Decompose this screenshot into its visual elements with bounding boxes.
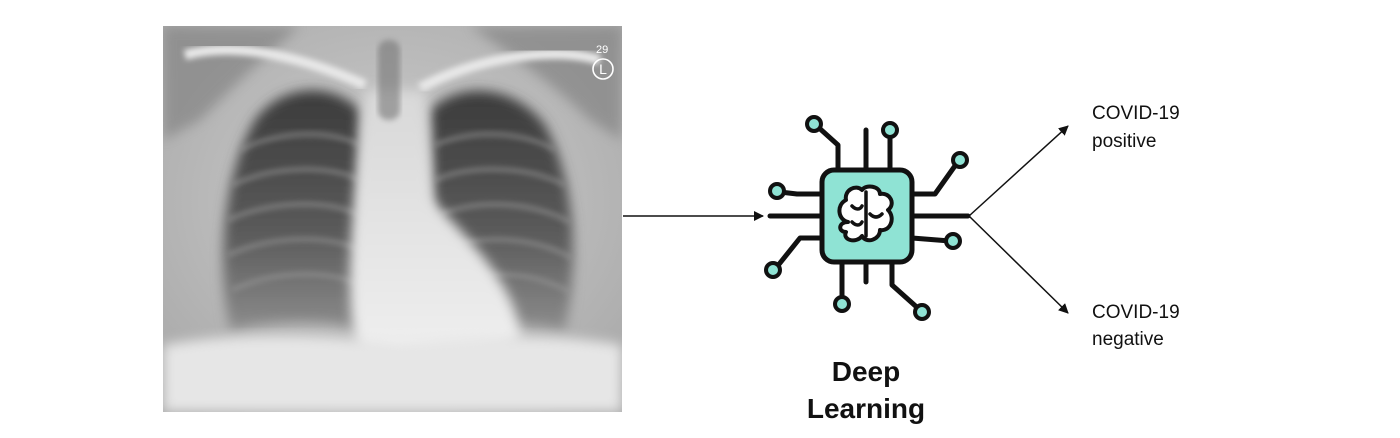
- ai-chip-brain-icon: [764, 115, 971, 321]
- xray-marker-number: 29: [596, 44, 608, 56]
- xray-side-marker-circle: [592, 58, 614, 80]
- output-negative-line1: COVID-19: [1092, 302, 1180, 323]
- output-positive-line2: positive: [1092, 131, 1156, 152]
- model-label-line2: Learning: [807, 393, 925, 424]
- xray-side-marker: L: [599, 61, 607, 77]
- positive-arrow: [968, 125, 1069, 217]
- output-positive-line1: COVID-19: [1092, 103, 1180, 124]
- chest-xray-image: 29 L: [163, 26, 622, 412]
- model-label-line1: Deep: [832, 356, 900, 387]
- output-negative-line2: negative: [1092, 329, 1164, 350]
- negative-arrow: [968, 215, 1069, 314]
